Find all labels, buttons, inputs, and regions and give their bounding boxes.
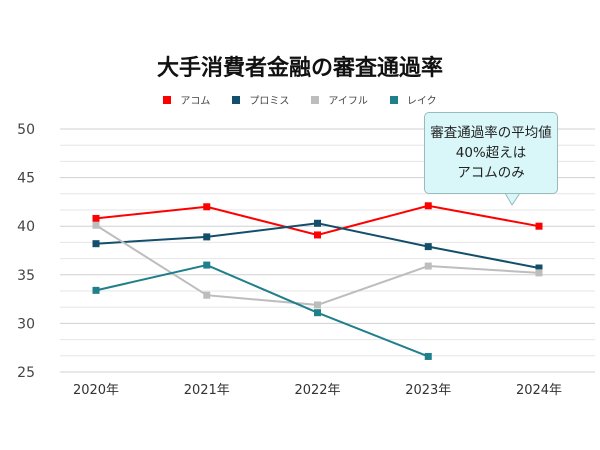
data-point bbox=[203, 291, 211, 299]
data-point bbox=[535, 222, 543, 230]
data-point bbox=[424, 243, 432, 251]
legend-swatch bbox=[163, 95, 172, 104]
y-tick-label: 50 bbox=[17, 122, 35, 138]
series-line bbox=[95, 264, 429, 358]
legend-swatch bbox=[311, 95, 320, 104]
legend-label: プロミス bbox=[249, 96, 290, 107]
data-point bbox=[203, 233, 211, 241]
legend-label: レイク bbox=[406, 96, 437, 107]
data-point bbox=[92, 286, 100, 294]
legend-item: アコム bbox=[163, 92, 210, 107]
legend-item: アイフル bbox=[311, 92, 368, 107]
data-point bbox=[424, 202, 432, 210]
data-point bbox=[203, 261, 211, 269]
annotation-callout: 審査通過率の平均値 40%超えは アコムのみ bbox=[424, 112, 558, 194]
data-point bbox=[535, 264, 543, 272]
annotation-line: アコムのみ bbox=[457, 165, 525, 181]
data-point bbox=[92, 240, 100, 248]
data-point bbox=[92, 221, 100, 229]
data-point bbox=[314, 309, 321, 317]
y-tick-label: 40 bbox=[17, 219, 35, 235]
legend-item: プロミス bbox=[232, 92, 289, 107]
data-point bbox=[314, 231, 321, 239]
data-point bbox=[424, 262, 432, 270]
series-line bbox=[95, 222, 540, 269]
annotation-line: 審査通過率の平均値 bbox=[430, 125, 552, 141]
legend-swatch bbox=[232, 95, 241, 104]
data-point bbox=[535, 269, 543, 277]
x-tick-label: 2021年 bbox=[184, 383, 230, 398]
x-tick-label: 2022年 bbox=[294, 383, 340, 398]
data-point bbox=[314, 301, 321, 309]
x-tick-label: 2024年 bbox=[516, 383, 562, 398]
legend: アコム プロミス アイフル レイク bbox=[0, 92, 600, 107]
callout-tail bbox=[504, 192, 521, 206]
annotation-line: 40%超えは bbox=[455, 145, 527, 161]
data-point bbox=[314, 219, 321, 227]
legend-item: レイク bbox=[389, 92, 437, 107]
legend-label: アイフル bbox=[328, 96, 368, 107]
data-point bbox=[424, 352, 432, 360]
x-tick-label: 2020年 bbox=[73, 383, 119, 398]
data-point bbox=[92, 214, 100, 222]
x-tick-label: 2023年 bbox=[405, 383, 451, 398]
y-tick-label: 45 bbox=[17, 171, 35, 187]
legend-swatch bbox=[389, 95, 398, 104]
y-tick-label: 30 bbox=[17, 316, 35, 332]
y-tick-label: 25 bbox=[17, 365, 35, 381]
chart-title: 大手消費者金融の審査通過率 bbox=[156, 56, 443, 81]
y-tick-label: 35 bbox=[17, 268, 35, 284]
data-point bbox=[203, 203, 211, 211]
legend-label: アコム bbox=[180, 96, 211, 107]
